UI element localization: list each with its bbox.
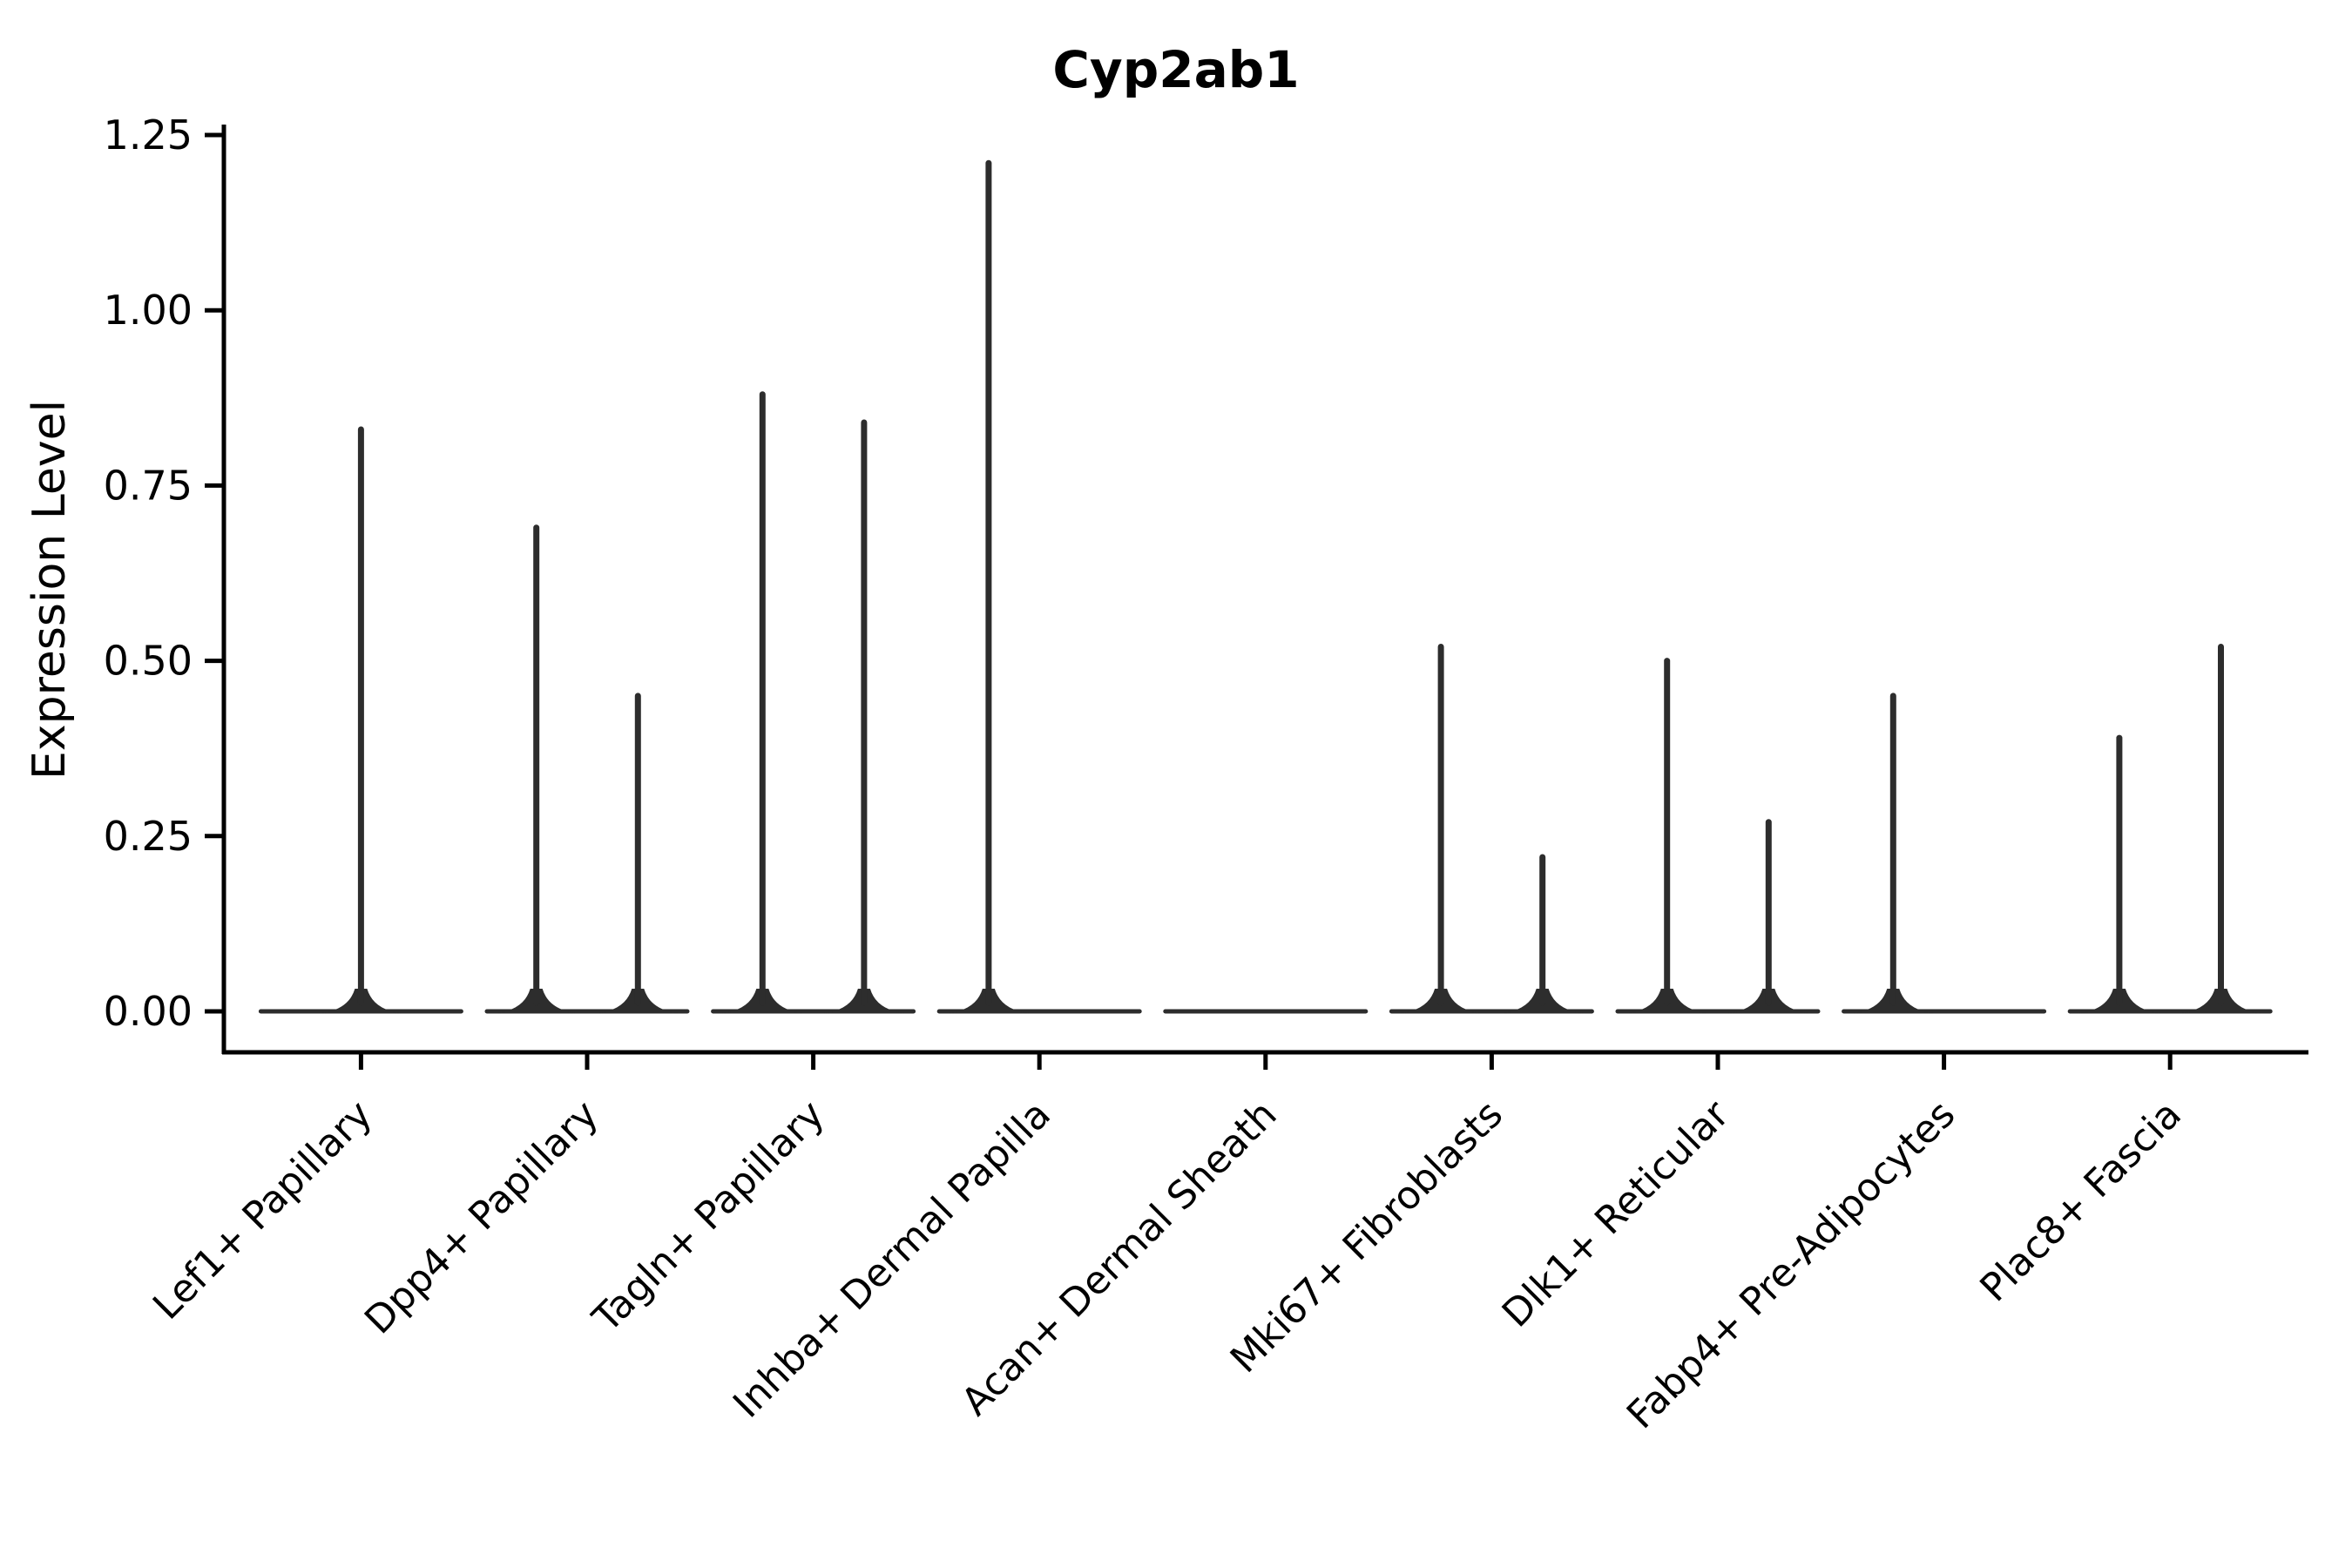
chart-title: Cyp2ab1 <box>1052 40 1299 99</box>
y-tick-label: 0.50 <box>104 638 193 685</box>
y-tick-label: 0.75 <box>104 462 193 509</box>
x-tick-label: Dlk1+ Reticular <box>1494 1092 1739 1336</box>
x-tick-label: Plac8+ Fascia <box>1971 1092 2190 1311</box>
y-tick-label: 1.25 <box>104 112 193 159</box>
x-tick-label: Tagln+ Papillary <box>584 1092 833 1342</box>
y-tick-label: 1.00 <box>104 287 193 334</box>
y-tick-label: 0.25 <box>104 813 193 860</box>
x-tick-label: Lef1+ Papillary <box>145 1092 381 1328</box>
y-tick-label: 0.00 <box>104 988 193 1035</box>
y-axis-title: Expression Level <box>24 400 76 780</box>
violins-layer <box>258 159 2273 1014</box>
x-tick-label: Dpp4+ Papillary <box>356 1092 607 1343</box>
